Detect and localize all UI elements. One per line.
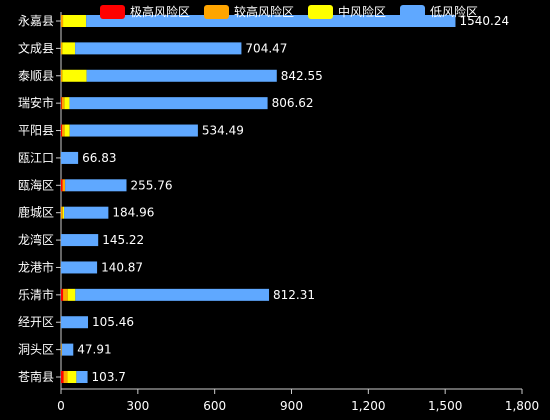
bar-segment	[61, 97, 62, 110]
x-tick-label: 900	[280, 399, 303, 413]
bar-value-label: 1540.24	[459, 14, 509, 28]
legend-swatch-yellow	[308, 4, 334, 19]
bar-segment	[63, 288, 68, 301]
bar-segment	[69, 97, 268, 110]
bar-segment	[61, 151, 79, 164]
bar-segment	[76, 371, 88, 383]
bar-value-label: 105.46	[92, 315, 134, 329]
bar-value-label: 842.55	[281, 69, 323, 83]
y-category-label: 乐清市	[18, 287, 54, 302]
legend-swatch-blue	[400, 4, 426, 19]
x-tick-label: 1,800	[505, 399, 539, 413]
legend-label: 低风险区	[430, 5, 479, 19]
bar-segment	[61, 179, 63, 192]
bar-segment	[61, 15, 64, 27]
legend-item-high[interactable]: 较高风险区	[204, 3, 294, 20]
legend: 极高风险区 较高风险区 中风险区 低风险区	[100, 3, 492, 20]
bar-value-label: 704.47	[245, 41, 287, 55]
y-category-label: 平阳县	[18, 124, 54, 138]
bar-segment	[86, 15, 456, 27]
bar-segment	[62, 69, 87, 82]
bar-segment	[64, 124, 70, 137]
y-category-label: 鹿城区	[18, 205, 54, 220]
legend-label: 极高风险区	[130, 5, 191, 19]
legend-label: 中风险区	[338, 5, 387, 19]
bar-segment	[75, 42, 242, 55]
y-category-label: 龙港市	[18, 259, 54, 274]
bar-segment	[86, 69, 277, 82]
y-category-label: 文成县	[18, 40, 54, 55]
bar-value-label: 255.76	[131, 178, 173, 192]
bar-value-label: 140.87	[101, 260, 143, 274]
bar-segment	[61, 97, 65, 110]
bar-segment	[62, 124, 65, 137]
legend-swatch-orange	[204, 4, 230, 19]
x-tick-label: 300	[126, 399, 149, 413]
bar-segment	[63, 15, 87, 27]
bar-segment	[61, 343, 74, 356]
y-category-label: 洞头区	[18, 343, 54, 357]
bar-value-label: 66.83	[82, 151, 116, 165]
bar-segment	[61, 206, 63, 219]
bar-segment	[61, 124, 63, 137]
legend-label: 较高风险区	[234, 5, 295, 19]
bar-segment	[63, 371, 68, 383]
bar-segment	[69, 124, 198, 137]
x-tick-label: 600	[203, 399, 226, 413]
bar-value-label: 184.96	[112, 206, 154, 220]
bar-value-label: 806.62	[272, 96, 314, 110]
bar-value-label: 103.7	[92, 370, 126, 384]
bar-value-label: 534.49	[202, 124, 244, 138]
legend-swatch-red	[100, 4, 125, 19]
y-category-label: 瑞安市	[18, 95, 54, 110]
bar-segment	[61, 234, 99, 247]
x-tick-label: 1,500	[428, 399, 462, 413]
bar-segment	[62, 179, 66, 192]
x-tick-label: 1,200	[351, 399, 385, 413]
x-tick-label: 0	[57, 399, 65, 413]
bar-segment	[61, 288, 64, 301]
y-category-label: 瓯江口	[18, 151, 54, 165]
y-category-label: 泰顺县	[18, 69, 54, 83]
y-category-label: 龙湾区	[18, 232, 54, 247]
bar-segment	[67, 371, 77, 383]
bar-segment	[75, 288, 270, 301]
legend-item-low[interactable]: 低风险区	[400, 3, 478, 20]
bar-segment	[61, 371, 64, 383]
y-category-label: 苍南县	[18, 369, 54, 384]
legend-item-extreme-high[interactable]: 极高风险区	[100, 3, 190, 20]
y-category-label: 瓯海区	[18, 177, 54, 192]
bar-segment	[62, 206, 65, 219]
bar-value-label: 812.31	[273, 288, 315, 302]
y-category-label: 永嘉县	[18, 14, 54, 28]
bar-segment	[64, 97, 70, 110]
bar-segment	[61, 261, 98, 274]
bar-segment	[67, 288, 76, 301]
bar-value-label: 47.91	[77, 343, 111, 357]
bar-value-label: 145.22	[102, 233, 144, 247]
y-category-label: 经开区	[18, 315, 54, 329]
bar-segment	[65, 179, 127, 192]
bar-segment	[62, 42, 76, 55]
bar-segment	[64, 206, 109, 219]
bar-segment	[61, 343, 62, 356]
bar-segment	[61, 42, 63, 55]
bar-segment	[61, 69, 63, 82]
bar-segment	[61, 316, 89, 329]
legend-item-medium[interactable]: 中风险区	[308, 3, 386, 20]
